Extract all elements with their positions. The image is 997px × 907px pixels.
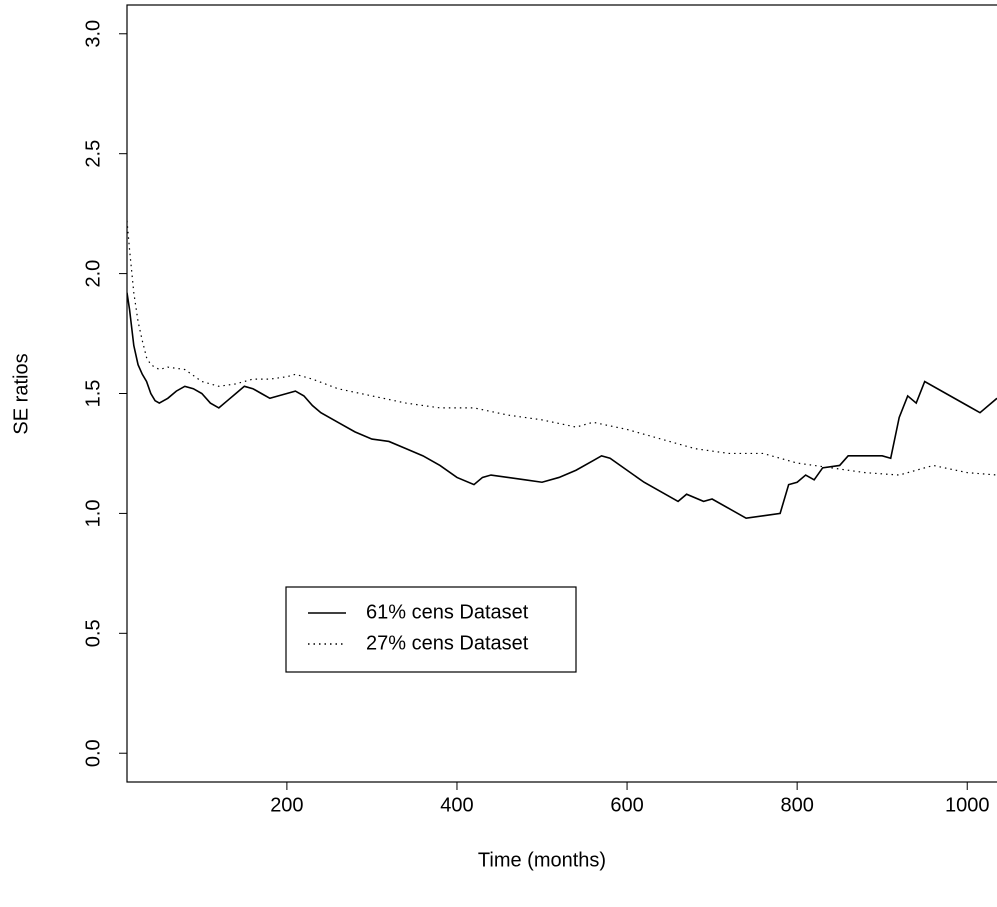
x-axis-title: Time (months) <box>478 849 606 871</box>
y-tick-label: 2.0 <box>82 260 104 288</box>
legend-label: 61% cens Dataset <box>366 601 529 623</box>
y-tick-label: 1.0 <box>82 500 104 528</box>
series-line <box>127 292 997 520</box>
x-tick-label: 400 <box>440 794 473 816</box>
x-tick-label: 600 <box>610 794 643 816</box>
y-tick-label: 2.5 <box>82 140 104 168</box>
legend-box <box>285 586 577 673</box>
y-tick-label: 0.5 <box>82 619 104 647</box>
y-axis-title: SE ratios <box>10 353 32 434</box>
x-tick-label: 800 <box>780 794 813 816</box>
y-tick-label: 3.0 <box>82 20 104 48</box>
legend-label: 27% cens Dataset <box>366 632 529 654</box>
x-tick-label: 200 <box>270 794 303 816</box>
series-line <box>127 220 997 476</box>
plot-area <box>127 220 997 520</box>
y-tick-label: 0.0 <box>82 739 104 767</box>
x-tick-label: 1000 <box>945 794 990 816</box>
y-tick-label: 1.5 <box>82 380 104 408</box>
